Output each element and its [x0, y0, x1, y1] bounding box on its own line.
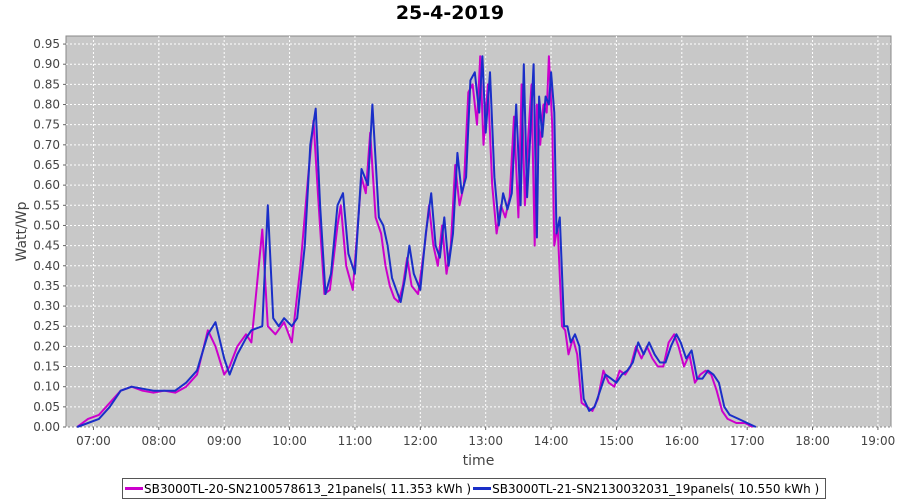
legend-item-series-1: SB3000TL-20-SN2100578613_21panels( 11.35… [125, 482, 471, 496]
x-tick-label: 11:00 [338, 434, 373, 448]
series-lines [76, 55, 757, 428]
x-axis-label: time [463, 453, 495, 469]
legend-item-series-2: SB3000TL-21-SN2130032031_19panels( 10.55… [473, 482, 819, 496]
y-tick-label: 0.25 [33, 319, 60, 333]
y-axis-label: Watt/Wp [14, 201, 30, 261]
y-tick-label: 0.95 [33, 37, 60, 51]
x-tick-label: 14:00 [534, 434, 569, 448]
y-tick-label: 0.45 [33, 239, 60, 253]
y-tick-label: 0.10 [33, 380, 60, 394]
y-tick-label: 0.65 [33, 158, 60, 172]
x-tick-label: 17:00 [730, 434, 765, 448]
x-tick-label: 08:00 [142, 434, 177, 448]
y-tick-label: 0.50 [33, 218, 60, 232]
x-tick-label: 15:00 [599, 434, 634, 448]
x-tick-label: 12:00 [403, 434, 438, 448]
plot-area [65, 35, 892, 428]
y-tick-label: 0.90 [33, 57, 60, 71]
x-tick-label: 10:00 [272, 434, 307, 448]
x-tick-label: 18:00 [795, 434, 830, 448]
series-line-2 [76, 55, 757, 428]
y-tick-label: 0.05 [33, 400, 60, 414]
y-tick-label: 0.70 [33, 138, 60, 152]
legend: SB3000TL-20-SN2100578613_21panels( 11.35… [122, 478, 827, 499]
y-tick-label: 0.75 [33, 118, 60, 132]
y-tick-label: 0.40 [33, 259, 60, 273]
grid-lines [66, 36, 891, 428]
x-tick-label: 09:00 [207, 434, 242, 448]
y-tick-label: 0.60 [33, 178, 60, 192]
x-axis: 07:00 08:00 09:00 10:00 11:00 12:00 13:00 14:00… [76, 427, 895, 448]
y-axis: 0.00 0.05 0.10 0.15 0.20 0.25 0.30 0.35 0.40 0.45… [33, 37, 66, 434]
y-tick-label: 0.20 [33, 339, 60, 353]
y-tick-label: 0.80 [33, 98, 60, 112]
legend-label: SB3000TL-21-SN2130032031_19panels( 10.55… [492, 481, 820, 496]
y-tick-label: 0.15 [33, 360, 60, 374]
x-tick-label: 16:00 [665, 434, 700, 448]
legend-swatch [125, 487, 143, 490]
x-tick-label: 19:00 [861, 434, 896, 448]
y-tick-label: 0.30 [33, 299, 60, 313]
x-tick-label: 07:00 [76, 434, 111, 448]
x-tick-label: 13:00 [468, 434, 503, 448]
legend-label: SB3000TL-20-SN2100578613_21panels( 11.35… [144, 481, 472, 496]
chart-title: 25-4-2019 [395, 2, 505, 24]
legend-swatch [473, 487, 492, 490]
y-tick-label: 0.55 [33, 198, 60, 212]
y-tick-label: 0.00 [33, 420, 60, 434]
y-tick-label: 0.85 [33, 77, 60, 91]
y-tick-label: 0.35 [33, 279, 60, 293]
